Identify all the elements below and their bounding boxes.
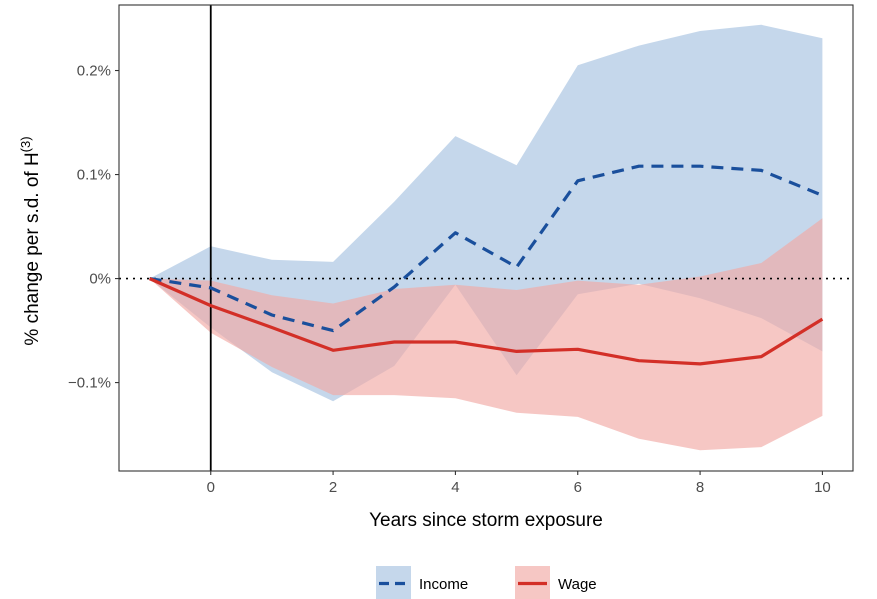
reference-lines <box>119 5 853 471</box>
x-tick-label: 4 <box>451 479 459 496</box>
confidence-bands <box>149 24 823 451</box>
y-axis-title-main: % change per s.d. of H <box>22 152 43 345</box>
y-axis-title: % change per s.d. of H(3) <box>18 136 43 345</box>
y-axis-title-superscript: (3) <box>18 136 33 152</box>
legend-label-wage: Wage <box>558 576 597 593</box>
x-tick-label: 2 <box>329 479 337 496</box>
y-tick-label: 0.2% <box>77 63 111 80</box>
y-tick-label: 0.1% <box>77 167 111 184</box>
y-axis: 0.2% 0.1% 0% −0.1% <box>68 63 119 392</box>
series-lines <box>148 164 824 366</box>
y-tick-label: −0.1% <box>68 375 111 392</box>
legend-item-income: Income <box>376 566 468 599</box>
x-tick-label: 0 <box>207 479 215 496</box>
legend-label-income: Income <box>419 576 468 593</box>
series-line-income <box>149 164 824 333</box>
y-tick-label: 0% <box>89 271 111 288</box>
legend: Income Wage <box>376 566 597 599</box>
x-axis-title: Years since storm exposure <box>369 510 603 531</box>
series-line-wage <box>148 277 824 366</box>
plot-panel-border <box>118 4 854 472</box>
x-axis: 0 2 4 6 8 10 <box>207 471 831 496</box>
legend-item-wage: Wage <box>515 566 597 599</box>
x-tick-label: 6 <box>574 479 582 496</box>
x-tick-label: 8 <box>696 479 704 496</box>
x-tick-label: 10 <box>814 479 831 496</box>
band-wage <box>149 218 823 451</box>
